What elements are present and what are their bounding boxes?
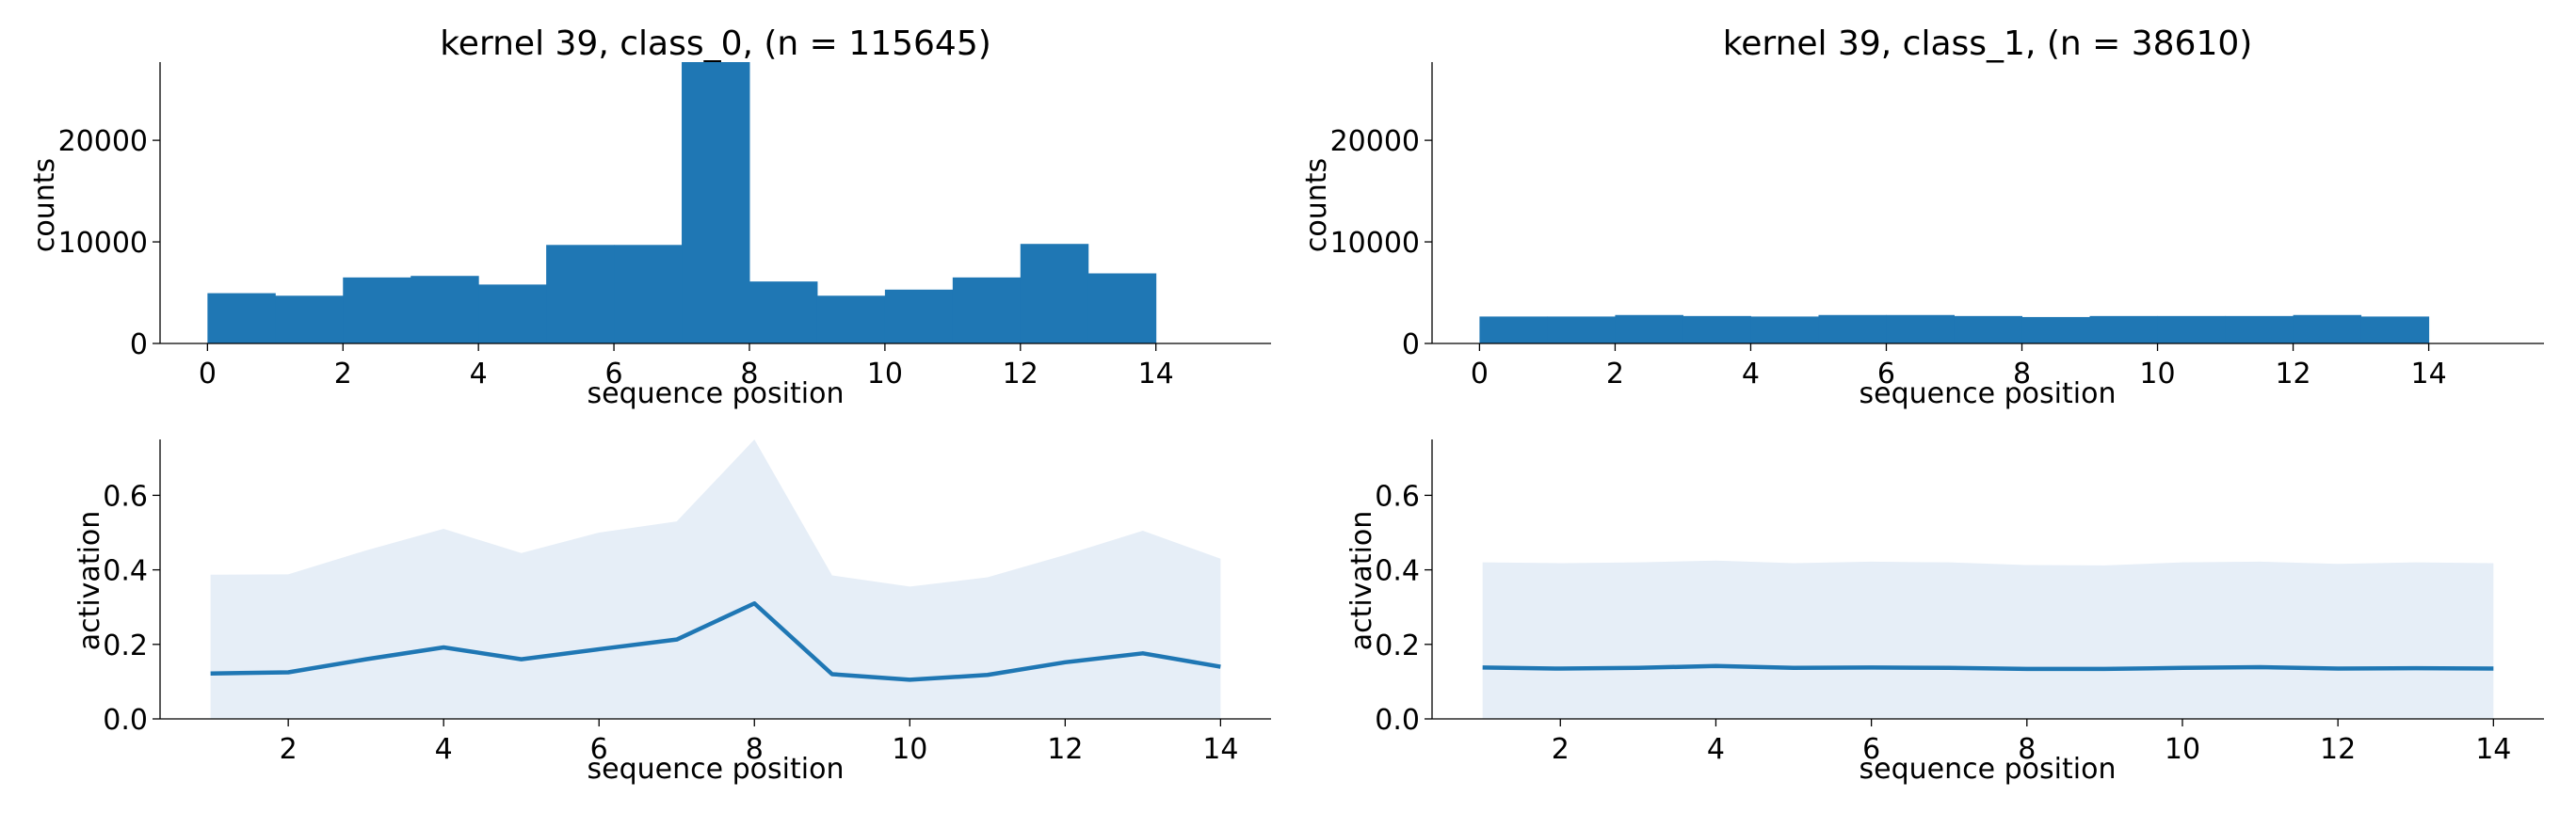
mean-activation-line	[1482, 663, 2494, 672]
mean-activation-line	[210, 600, 1221, 682]
histogram-bar	[207, 293, 276, 343]
x-tick-label: 6	[1862, 733, 1880, 766]
x-tick-label: 6	[605, 358, 623, 391]
x-tick-label: 14	[1138, 358, 1174, 391]
histogram-bar	[2089, 315, 2159, 343]
y-tick-label: 10000	[1330, 227, 1420, 260]
histogram-bar	[1479, 316, 1548, 343]
y-tick-label: 20000	[1330, 125, 1420, 158]
x-tick-label: 12	[1003, 358, 1038, 391]
histogram-panel-class-0: kernel 39, class_0, (n = 115645) sequenc…	[28, 24, 1271, 410]
x-tick-label: 2	[280, 733, 298, 766]
y-tick-label: 20000	[58, 125, 148, 158]
histogram-bar	[343, 277, 411, 343]
y-axis-label: counts	[28, 158, 61, 252]
activation-panel-class-0: sequence position activation 2 4 6 8 10 12 14 …	[73, 439, 1271, 786]
y-tick-label: 0.0	[103, 704, 148, 737]
x-tick-label: 12	[1047, 733, 1083, 766]
y-tick-label: 0	[1402, 328, 1420, 361]
histogram-bar	[275, 295, 344, 343]
x-tick-label: 8	[740, 358, 758, 391]
y-tick-label: 0.6	[103, 480, 148, 513]
y-axis-label: activation	[73, 511, 106, 651]
x-tick-label: 2	[1552, 733, 1570, 766]
y-tick-label: 0.2	[1375, 630, 1420, 662]
x-axis-label: sequence position	[1860, 377, 2117, 410]
histogram-bar	[1954, 315, 2023, 343]
x-tick-label: 12	[2275, 358, 2310, 391]
x-tick-label: 14	[2475, 733, 2511, 766]
histogram-bar	[1886, 314, 1955, 343]
x-tick-label: 14	[2410, 358, 2446, 391]
histogram-bar	[1020, 244, 1089, 343]
x-tick-label: 2	[334, 358, 352, 391]
histogram-bar	[614, 245, 683, 343]
x-tick-label: 6	[1877, 358, 1895, 391]
histogram-bar	[2293, 314, 2362, 343]
histogram-bar	[749, 281, 818, 343]
histogram-bar	[411, 276, 479, 343]
x-tick-label: 4	[1707, 733, 1725, 766]
histogram-panel-class-1: kernel 39, class_1, (n = 38610) sequence…	[1300, 24, 2544, 410]
x-axis-label: sequence position	[588, 377, 845, 410]
x-axis-label: sequence position	[588, 753, 845, 786]
x-tick-label: 0	[199, 358, 217, 391]
y-tick-label: 0.2	[103, 630, 148, 662]
histogram-bar	[952, 277, 1022, 343]
histogram-bar	[2360, 316, 2430, 343]
chart-title: kernel 39, class_0, (n = 115645)	[440, 24, 991, 63]
y-tick-label: 10000	[58, 227, 148, 260]
y-tick-label: 0	[130, 328, 148, 361]
histogram-bar	[1547, 316, 1616, 343]
x-tick-label: 0	[1471, 358, 1489, 391]
histogram-bar	[2157, 315, 2227, 343]
histogram-bar	[1750, 316, 1819, 343]
y-tick-label: 0.6	[1375, 480, 1420, 513]
x-tick-label: 10	[2165, 733, 2200, 766]
x-tick-label: 10	[2139, 358, 2175, 391]
x-tick-label: 4	[435, 733, 453, 766]
x-tick-label: 8	[2018, 733, 2036, 766]
x-tick-label: 14	[1202, 733, 1238, 766]
x-tick-label: 4	[470, 358, 488, 391]
histogram-bar	[546, 245, 615, 343]
activation-range-band	[210, 439, 1221, 719]
x-tick-label: 4	[1742, 358, 1760, 391]
y-tick-label: 0.4	[1375, 555, 1420, 588]
x-tick-label: 2	[1606, 358, 1624, 391]
y-axis-label: activation	[1345, 511, 1378, 651]
x-tick-label: 10	[867, 358, 903, 391]
x-tick-label: 8	[746, 733, 764, 766]
chart-title: kernel 39, class_1, (n = 38610)	[1723, 24, 2253, 63]
x-tick-label: 10	[892, 733, 927, 766]
histogram-bar	[1818, 314, 1887, 343]
y-tick-label: 0.4	[103, 555, 148, 588]
histogram-bar	[2225, 315, 2294, 343]
histogram-bar	[1682, 315, 1751, 343]
x-tick-label: 12	[2320, 733, 2356, 766]
histogram-bar	[1615, 314, 1683, 343]
histogram-bar	[884, 289, 954, 343]
x-tick-label: 6	[590, 733, 608, 766]
activation-panel-class-1: sequence position activation 2 4 6 8 10 12 14 …	[1345, 439, 2544, 786]
activation-range-band	[1482, 560, 2494, 719]
histogram-bar	[478, 284, 547, 343]
histogram-bar	[682, 62, 750, 343]
histogram-bar	[1087, 273, 1157, 343]
histogram-bar	[2021, 316, 2091, 343]
y-tick-label: 0.0	[1375, 704, 1420, 737]
x-axis-label: sequence position	[1860, 753, 2117, 786]
y-axis-label: counts	[1300, 158, 1333, 252]
x-tick-label: 8	[2013, 358, 2031, 391]
histogram-bar	[816, 295, 886, 343]
